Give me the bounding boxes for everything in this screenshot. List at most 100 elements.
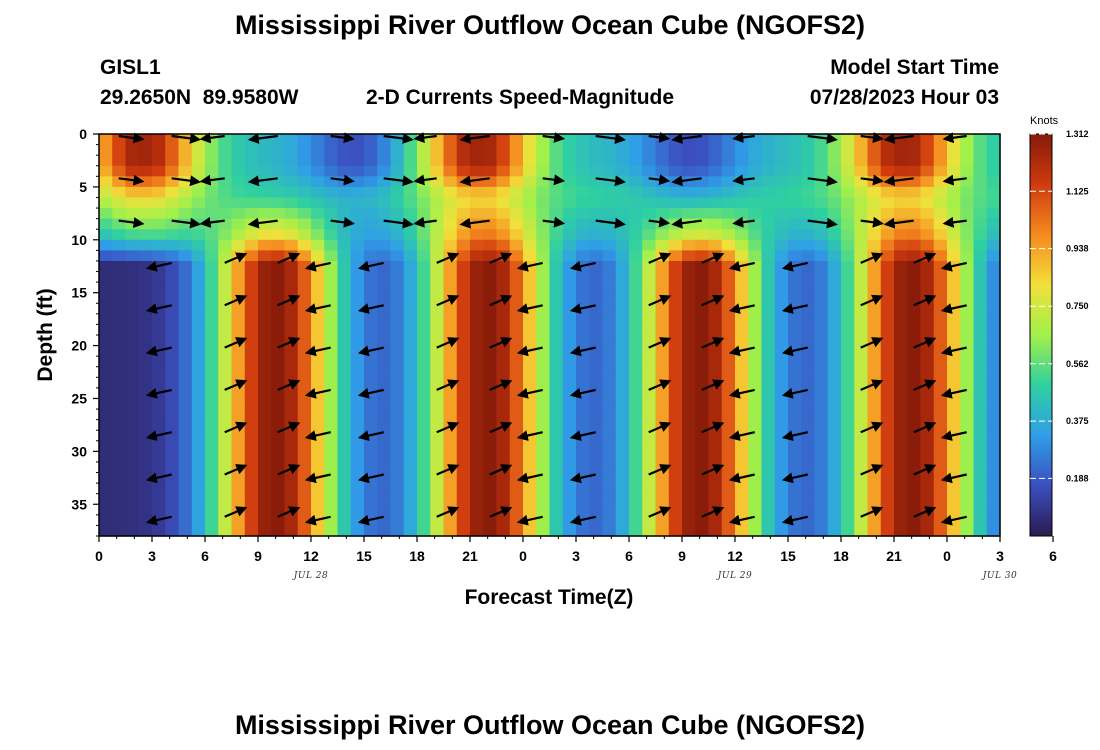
heatmap-cell: [456, 313, 471, 326]
heatmap-cell: [191, 345, 206, 357]
heatmap-cell: [112, 356, 127, 368]
heatmap-cell: [602, 313, 617, 326]
date-label: JUL 28: [292, 571, 328, 581]
heatmap-cell: [880, 461, 895, 474]
current-vector: [728, 303, 755, 314]
heatmap-cell: [602, 303, 617, 315]
heatmap-cell: [430, 440, 445, 452]
heatmap-cell: [880, 366, 895, 378]
heatmap-cell: [311, 292, 325, 304]
heatmap-cell: [854, 387, 869, 400]
heatmap-cell: [417, 377, 431, 389]
heatmap-cell: [297, 366, 312, 378]
heatmap-cell: [536, 282, 551, 294]
heatmap-cell: [960, 493, 975, 505]
heatmap-cell: [721, 387, 736, 400]
heatmap-cell: [960, 324, 975, 336]
heatmap-cell: [695, 461, 710, 474]
heatmap-cell: [788, 186, 802, 199]
heatmap-cell: [456, 366, 471, 378]
heatmap-cell: [682, 398, 696, 410]
heatmap-cell: [364, 504, 378, 516]
heatmap-cell: [894, 525, 908, 537]
heatmap-cell: [178, 250, 193, 262]
heatmap-cell: [576, 282, 590, 294]
heatmap-cell: [536, 155, 551, 167]
heatmap-cell: [509, 229, 524, 241]
heatmap-cell: [735, 398, 749, 410]
heatmap-cell: [244, 292, 259, 304]
heatmap-cell: [191, 493, 206, 505]
heatmap-cell: [470, 366, 484, 378]
heatmap-cell: [258, 514, 272, 527]
heatmap-cell: [761, 303, 776, 315]
heatmap-cell: [602, 260, 617, 273]
heatmap-cell: [417, 218, 431, 230]
heatmap-cell: [589, 461, 604, 474]
colorbar-tick-label: 1.125: [1066, 186, 1089, 196]
heatmap-cell: [695, 208, 710, 220]
heatmap-cell: [324, 176, 339, 188]
heatmap-cell: [629, 239, 643, 251]
heatmap-cell: [814, 440, 829, 452]
heatmap-cell: [801, 387, 816, 400]
heatmap-cell: [496, 218, 511, 230]
heatmap-cell: [933, 260, 948, 273]
heatmap-cell: [629, 176, 643, 188]
heatmap-cell: [218, 398, 233, 410]
heatmap-cell: [708, 430, 723, 442]
heatmap-cell: [443, 409, 458, 421]
heatmap-cell: [403, 419, 418, 431]
heatmap-cell: [536, 176, 551, 188]
heatmap-cell: [138, 430, 153, 442]
heatmap-cell: [549, 239, 564, 251]
heatmap-cell: [960, 366, 975, 378]
heatmap-cell: [509, 514, 524, 527]
heatmap-cell: [311, 144, 325, 156]
heatmap-cell: [827, 430, 842, 442]
heatmap-cell: [986, 292, 1001, 304]
current-vector: [648, 216, 671, 228]
heatmap-cell: [152, 409, 166, 421]
heatmap-cell: [986, 239, 1001, 251]
heatmap-cell: [509, 165, 524, 177]
heatmap-cell: [284, 313, 299, 326]
heatmap-cell: [576, 409, 590, 421]
heatmap-cell: [364, 165, 378, 177]
heatmap-cell: [231, 155, 246, 167]
heatmap-cell: [947, 186, 961, 199]
heatmap-cell: [761, 176, 776, 188]
heatmap-cell: [430, 292, 445, 304]
heatmap-cell: [920, 229, 935, 241]
heatmap-cell: [417, 398, 431, 410]
heatmap-cell: [629, 440, 643, 452]
heatmap-cell: [138, 525, 153, 537]
heatmap-cell: [324, 514, 339, 527]
current-vector: [701, 294, 725, 307]
heatmap-cell: [297, 165, 312, 177]
heatmap-cell: [311, 483, 325, 495]
heatmap-cell: [615, 377, 630, 389]
heatmap-cell: [642, 197, 657, 209]
heatmap-cell: [629, 260, 643, 273]
heatmap-cell: [165, 525, 180, 537]
heatmap-cell: [390, 218, 405, 230]
heatmap-cell: [602, 335, 617, 347]
heatmap-cell: [655, 176, 670, 188]
heatmap-cell: [536, 461, 551, 474]
heatmap-cell: [682, 387, 696, 400]
heatmap-cell: [417, 335, 431, 347]
heatmap-cell: [562, 419, 577, 431]
heatmap-cell: [576, 271, 590, 283]
heatmap-cell: [629, 324, 643, 336]
heatmap-cell: [483, 387, 498, 400]
heatmap-cell: [271, 345, 286, 357]
heatmap-cell: [602, 282, 617, 294]
heatmap-cell: [986, 514, 1001, 527]
heatmap-cell: [443, 208, 458, 220]
heatmap-cell: [695, 186, 710, 199]
heatmap-cell: [880, 525, 895, 537]
heatmap-cell: [735, 483, 749, 495]
heatmap-cell: [920, 472, 935, 484]
current-vector: [569, 472, 596, 484]
